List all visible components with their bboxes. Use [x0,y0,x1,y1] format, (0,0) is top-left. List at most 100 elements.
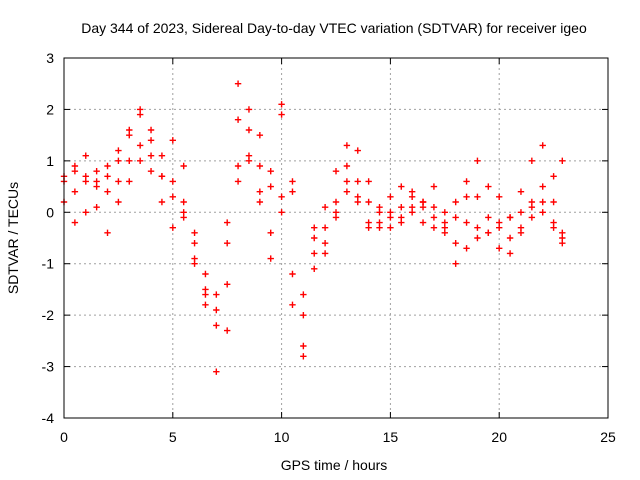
data-point-trace-4-28 [376,224,383,231]
y-tick-label-4: 0 [46,204,54,220]
data-point-trace-2-19 [267,229,274,237]
data-point-trace-4-42 [528,214,536,221]
data-point-trace-2-32 [408,209,416,216]
data-point-trace-1-44 [539,209,546,216]
data-point-trace-4-4 [115,198,122,206]
data-point-trace-1-15 [224,327,231,334]
data-point-trace-4-30 [398,203,405,211]
data-point-trace-2-33 [419,219,427,226]
data-point-trace-3-41 [506,214,514,221]
data-point-trace-4-19 [278,111,285,118]
data-point-trace-1-22 [300,342,307,350]
data-point-trace-2-1 [71,188,79,195]
x-axis-title: GPS time / hours [281,457,388,473]
data-point-trace-1-21 [289,270,296,278]
data-point-trace-4-5 [126,178,133,185]
data-point-trace-4-1 [82,209,89,216]
data-point-trace-2-2 [82,173,89,180]
data-point-trace-3-16 [234,116,242,123]
y-tick-label-2: -2 [42,307,55,323]
data-point-trace-1-37 [463,219,470,226]
data-point-trace-3-13 [202,291,209,298]
data-point-trace-4-17 [256,131,264,139]
data-point-trace-1-4 [104,173,111,180]
data-point-trace-2-22 [300,353,307,360]
data-point-trace-2-34 [430,224,438,231]
data-point-trace-4-37 [474,193,481,201]
data-point-trace-1-38 [474,224,481,231]
data-point-trace-4-18 [267,167,274,175]
data-point-trace-2-20 [278,209,285,216]
data-point-trace-4-32 [419,198,427,206]
data-point-trace-1-18 [256,162,264,170]
data-point-trace-3-34 [430,183,438,190]
y-tick-label-0: -4 [42,410,55,426]
data-point-trace-4-39 [496,219,503,226]
data-point-trace-4-15 [234,162,242,170]
data-point-trace-3-21 [289,188,296,195]
data-point-trace-4-0 [71,219,79,226]
y-tick-label-7: 3 [46,50,54,66]
data-point-trace-4-3 [104,229,111,237]
y-tick-label-1: -3 [42,359,55,375]
data-point-trace-3-20 [278,101,285,108]
data-point-trace-3-25 [332,167,340,175]
data-point-trace-2-30 [387,224,394,231]
data-point-trace-4-40 [506,234,514,242]
tick-layer: 0 5 10 15 20 25 -4 -3 -2 -1 0 1 2 3 [42,50,616,445]
data-point-trace-3-6 [126,126,133,134]
data-point-trace-3-1 [71,162,79,170]
data-point-trace-4-8 [158,198,166,206]
data-point-trace-4-31 [408,188,416,195]
data-point-trace-4-25 [343,178,351,185]
data-point-trace-3-7 [136,106,144,113]
x-tick-label-5: 25 [600,429,616,445]
data-point-trace-4-2 [93,203,100,211]
data-point-trace-4-22 [311,234,318,242]
data-point-trace-4-7 [147,167,155,175]
data-point-trace-3-45 [550,198,557,206]
data-point-trace-2-36 [452,239,459,247]
data-point-trace-2-3 [93,178,100,185]
data-point-trace-1-42 [517,209,525,216]
data-point-trace-2-6 [126,157,133,165]
data-point-trace-2-39 [485,229,492,237]
data-point-trace-2-21 [289,301,296,309]
data-point-trace-2-10 [169,193,176,201]
data-point-trace-1-5 [115,157,122,165]
data-point-trace-4-6 [136,157,144,165]
data-point-trace-2-44 [539,183,546,190]
data-point-trace-2-18 [256,198,264,206]
data-point-trace-3-30 [387,193,394,201]
data-point-trace-4-45 [559,234,566,242]
data-point-trace-2-7 [136,142,144,149]
data-point-trace-2-15 [224,239,231,247]
data-point-trace-4-12 [202,301,209,309]
data-point-trace-2-5 [115,178,122,185]
data-point-trace-1-34 [430,203,438,211]
data-point-trace-4-35 [452,198,459,206]
plot-frame [63,57,609,419]
data-point-trace-3-15 [224,219,231,226]
data-point-trace-3-38 [474,157,481,165]
y-tick-label-3: -1 [42,256,55,272]
data-point-trace-3-10 [169,137,176,144]
data-point-trace-2-43 [528,198,536,206]
data-point-trace-2-23 [311,250,318,257]
x-tick-label-3: 15 [383,429,399,445]
x-tick-label-2: 10 [274,429,290,445]
data-point-trace-4-21 [300,291,307,298]
series-trace-4 [71,106,566,329]
data-point-trace-2-45 [550,173,557,180]
data-point-trace-2-12 [191,239,198,247]
data-point-trace-2-26 [343,188,351,195]
data-point-trace-2-27 [354,178,361,185]
data-point-trace-1-36 [452,214,459,221]
data-point-trace-4-16 [245,106,253,113]
data-point-trace-2-41 [506,250,514,257]
data-point-trace-1-10 [169,178,176,185]
data-point-trace-3-11 [180,162,187,170]
data-point-trace-1-17 [245,126,253,134]
